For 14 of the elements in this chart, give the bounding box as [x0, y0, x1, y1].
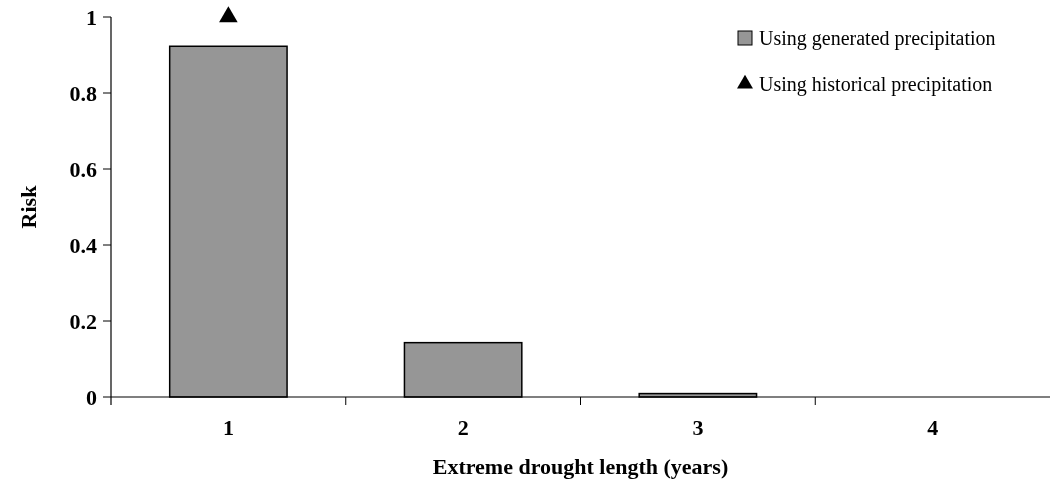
x-tick-label: 3 — [692, 415, 704, 440]
y-tick-label: 0.6 — [69, 156, 97, 182]
y-axis-title: Risk — [16, 184, 41, 229]
x-tick-label: 2 — [457, 415, 469, 440]
y-tick-label: 0.2 — [69, 308, 97, 334]
x-tick-label: 4 — [927, 415, 939, 440]
y-tick-label: 0 — [86, 384, 97, 410]
y-tick-label: 0.8 — [69, 80, 97, 106]
y-tick-label: 1 — [86, 4, 97, 30]
x-axis-title: Extreme drought length (years) — [432, 454, 729, 479]
y-tick-label: 0.4 — [69, 232, 97, 258]
legend-label: Using historical precipitation — [759, 73, 993, 96]
x-tick-label: 1 — [222, 415, 234, 440]
legend-label: Using generated precipitation — [759, 27, 996, 50]
